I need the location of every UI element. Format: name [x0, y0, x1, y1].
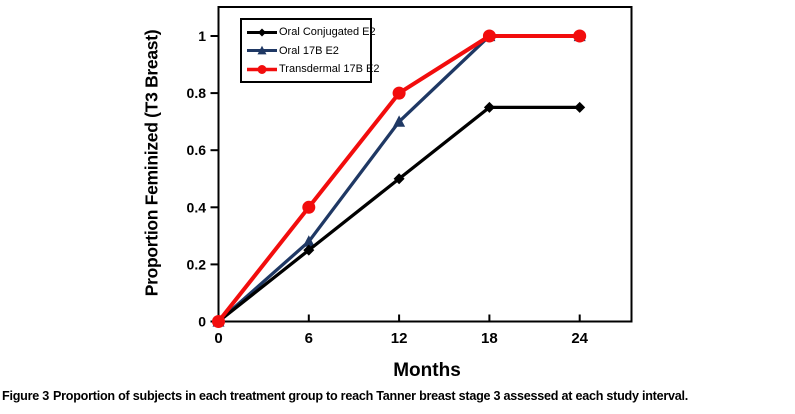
- legend-circle-glyph: [257, 64, 267, 74]
- series-2-circle-marker: [573, 29, 587, 43]
- x-tick-label: 0: [214, 330, 222, 347]
- x-tick-label: 24: [571, 330, 588, 347]
- figure-caption: Figure 3 Proportion of subjects in each t…: [2, 389, 688, 403]
- y-tick-label: 1: [198, 28, 206, 44]
- legend-label: Oral Conjugated E2: [279, 26, 376, 38]
- series-1-triangle-marker: [393, 115, 406, 127]
- legend-label: Transdermal 17B E2: [279, 63, 380, 75]
- series-2-circle-marker: [212, 315, 225, 328]
- y-tick-label: 0.8: [187, 85, 207, 101]
- figure-caption-text: Proportion of subjects in each treatment…: [53, 389, 689, 403]
- figure-caption-label: Figure 3: [2, 389, 49, 403]
- x-tick-label: 12: [391, 330, 408, 347]
- y-tick-label: 0.2: [187, 256, 207, 272]
- legend-circle-marker-icon: [246, 63, 278, 76]
- series-0-diamond-marker: [483, 101, 495, 113]
- legend-label: Oral 17B E2: [279, 44, 339, 57]
- legend-item-oral-conjugated-e2: Oral Conjugated E2: [246, 26, 376, 39]
- y-tick-label: 0: [198, 314, 206, 330]
- legend-triangle-glyph: [257, 45, 267, 55]
- legend-diamond-marker-icon: [246, 26, 278, 39]
- legend-diamond-glyph: [258, 28, 266, 36]
- series-2-circle-marker: [482, 29, 496, 43]
- series-0-diamond-marker: [393, 173, 405, 185]
- x-tick-label: 18: [481, 330, 498, 347]
- legend-item-transdermal-17b-e2: Transdermal 17B E2: [246, 63, 379, 76]
- chart-legend: Oral Conjugated E2 Oral 17B E2 Transderm…: [240, 18, 379, 83]
- series-2-circle-marker: [302, 200, 316, 214]
- series-2-circle-marker: [392, 86, 406, 100]
- series-0-diamond-marker: [574, 101, 586, 113]
- y-tick-label: 0.6: [187, 142, 207, 158]
- y-axis-title: Proportion Feminized (T3 Breast): [141, 29, 162, 297]
- legend-triangle-marker-icon: [246, 44, 278, 57]
- series-line-0: [217, 105, 580, 323]
- y-tick-label: 0.4: [187, 199, 207, 215]
- series-1-triangle-marker: [302, 235, 315, 247]
- plot-border: [217, 6, 633, 323]
- series-0-diamond-marker: [303, 244, 315, 256]
- x-axis-title: Months: [393, 360, 461, 381]
- x-tick-label: 6: [305, 330, 313, 347]
- legend-item-oral-17b-e2: Oral 17B E2: [246, 44, 370, 57]
